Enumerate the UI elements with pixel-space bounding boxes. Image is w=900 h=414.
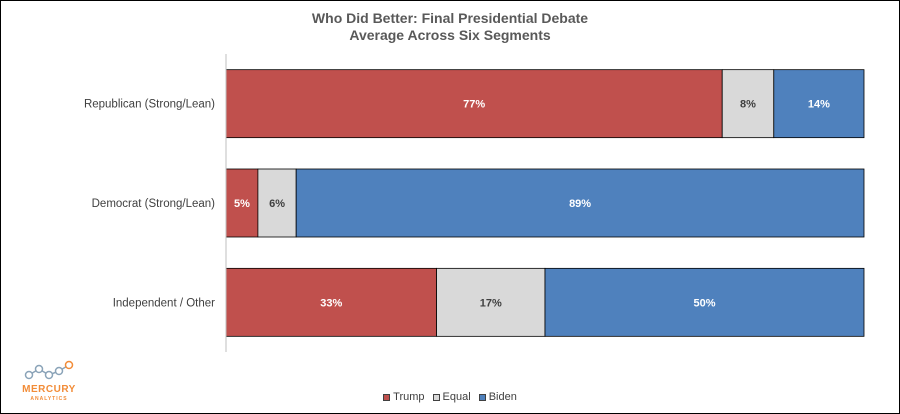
data-label-equal-1: 8% [740, 99, 756, 111]
legend-swatch-trump [383, 393, 391, 401]
bar-biden-3 [544, 267, 865, 337]
mercury-analytics-logo: MERCURY ANALYTICS [9, 359, 89, 407]
legend-item-equal: Equal [432, 391, 471, 403]
legend-item-trump: Trump [383, 391, 425, 403]
legend-swatch-equal [432, 393, 440, 401]
category-label-1: Republican (Strong/Lean) [84, 99, 215, 111]
chart-title-block: Who Did Better: Final Presidential Debat… [1, 10, 899, 44]
legend: Trump Equal Biden [1, 391, 899, 403]
legend-label-equal: Equal [442, 391, 471, 403]
legend-swatch-biden [478, 393, 486, 401]
data-label-biden-1: 14% [808, 99, 830, 111]
bar-biden-1 [773, 69, 865, 139]
data-label-trump-3: 33% [320, 297, 342, 309]
bar-trump-2 [225, 168, 259, 238]
data-label-trump-2: 5% [234, 198, 250, 210]
logo-name: MERCURY [22, 384, 76, 395]
data-label-equal-2: 6% [269, 198, 285, 210]
category-label-3: Independent / Other [113, 297, 215, 309]
chart-title: Who Did Better: Final Presidential Debat… [311, 10, 589, 26]
bar-trump-1 [225, 69, 723, 139]
bar-equal-3 [436, 267, 546, 337]
logo-nodes-icon [24, 360, 74, 380]
legend-label-biden: Biden [488, 391, 517, 403]
bar-equal-2 [257, 168, 297, 238]
legend-label-trump: Trump [393, 391, 425, 403]
data-label-biden-3: 50% [693, 297, 715, 309]
legend-item-biden: Biden [478, 391, 517, 403]
data-label-equal-3: 17% [480, 297, 502, 309]
chart-subtitle: Average Across Six Segments [349, 27, 551, 43]
data-label-trump-1: 77% [463, 99, 485, 111]
bar-biden-2 [295, 168, 865, 238]
data-label-biden-2: 89% [569, 198, 591, 210]
bar-trump-3 [225, 267, 437, 337]
category-label-2: Democrat (Strong/Lean) [92, 198, 216, 210]
logo-subtitle: ANALYTICS [30, 396, 68, 402]
